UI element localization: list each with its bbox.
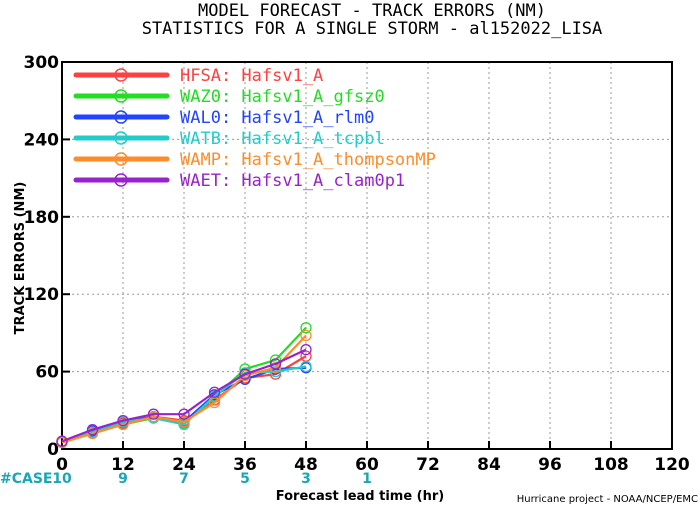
case-counts: 10 9 7 5 3 1 (52, 471, 372, 487)
series-line-3 (61, 365, 307, 443)
case-label: #CASE (0, 471, 53, 487)
legend-label: WAET: Hafsv1_A_clam0p1 (180, 171, 405, 191)
series-point (300, 360, 312, 373)
legend-label: WAMP: Hafsv1_A_thompsonMP (180, 150, 436, 170)
chart-title-line2: STATISTICS FOR A SINGLE STORM - al152022… (142, 19, 603, 39)
series-point (178, 408, 190, 420)
series-point (147, 408, 160, 420)
legend-label: WAL0: Hafsv1_A_rlm0 (180, 108, 374, 128)
y-tick-label: 120 (24, 285, 60, 305)
y-tick-label: 300 (24, 53, 60, 73)
series-point (56, 435, 68, 447)
series-line-5 (61, 348, 307, 443)
x-tick-label: 48 (294, 455, 318, 475)
series-point (117, 414, 129, 427)
legend-label: WAZ0: Hafsv1_A_gfsz0 (180, 87, 385, 107)
series-point (269, 358, 282, 370)
chart-title-line1: MODEL FORECAST - TRACK ERRORS (NM) (198, 1, 546, 21)
y-axis-label: TRACK ERRORS (NM) (13, 182, 28, 335)
series-point (117, 418, 129, 431)
series-point (208, 386, 221, 398)
legend-marker (114, 173, 128, 187)
x-tick-label: 84 (477, 455, 501, 475)
case-count: 1 (362, 471, 372, 487)
y-tick-label: 60 (35, 363, 59, 383)
series-point (300, 329, 312, 342)
series-point (86, 423, 99, 436)
x-tick-label: 108 (593, 455, 629, 475)
x-tick-label: 72 (416, 455, 440, 475)
legend-marker (114, 131, 128, 145)
x-tick-label: 96 (538, 455, 562, 475)
series-point (300, 322, 312, 334)
legend-label: HFSA: Hafsv1_A (180, 66, 323, 86)
series-point (300, 344, 312, 356)
legend-marker (114, 68, 128, 82)
x-tick-label: 12 (111, 455, 135, 475)
x-tick-label: 24 (172, 455, 196, 475)
series-lines (56, 322, 312, 449)
case-count: 5 (240, 471, 250, 487)
y-tick-label: 240 (24, 130, 60, 150)
series-line-4 (61, 334, 307, 444)
case-count: 3 (301, 471, 311, 487)
y-tick-labels: 0 60 120 180 240 300 (24, 53, 70, 460)
credit-text: Hurricane project - NOAA/NCEP/EMC (517, 494, 698, 505)
x-tick-label: 0 (56, 455, 68, 475)
x-tick-labels: 0 12 24 36 48 60 72 84 96 108 120 (56, 441, 690, 475)
legend-marker (114, 89, 128, 103)
x-tick-label: 120 (654, 455, 690, 475)
case-count: 9 (118, 471, 128, 487)
legend-label: WATB: Hafsv1_A_tcpbl (180, 129, 385, 149)
legend-marker (114, 152, 128, 166)
series-point (178, 416, 190, 428)
case-count: 10 (52, 471, 72, 487)
y-tick-label: 0 (47, 440, 59, 460)
case-count: 7 (179, 471, 189, 487)
x-tick-label: 36 (233, 455, 257, 475)
x-axis-label: Forecast lead time (hr) (276, 489, 444, 504)
x-tick-label: 60 (355, 455, 379, 475)
series-point (239, 368, 251, 380)
y-tick-label: 180 (24, 208, 60, 228)
legend-marker (114, 110, 128, 124)
